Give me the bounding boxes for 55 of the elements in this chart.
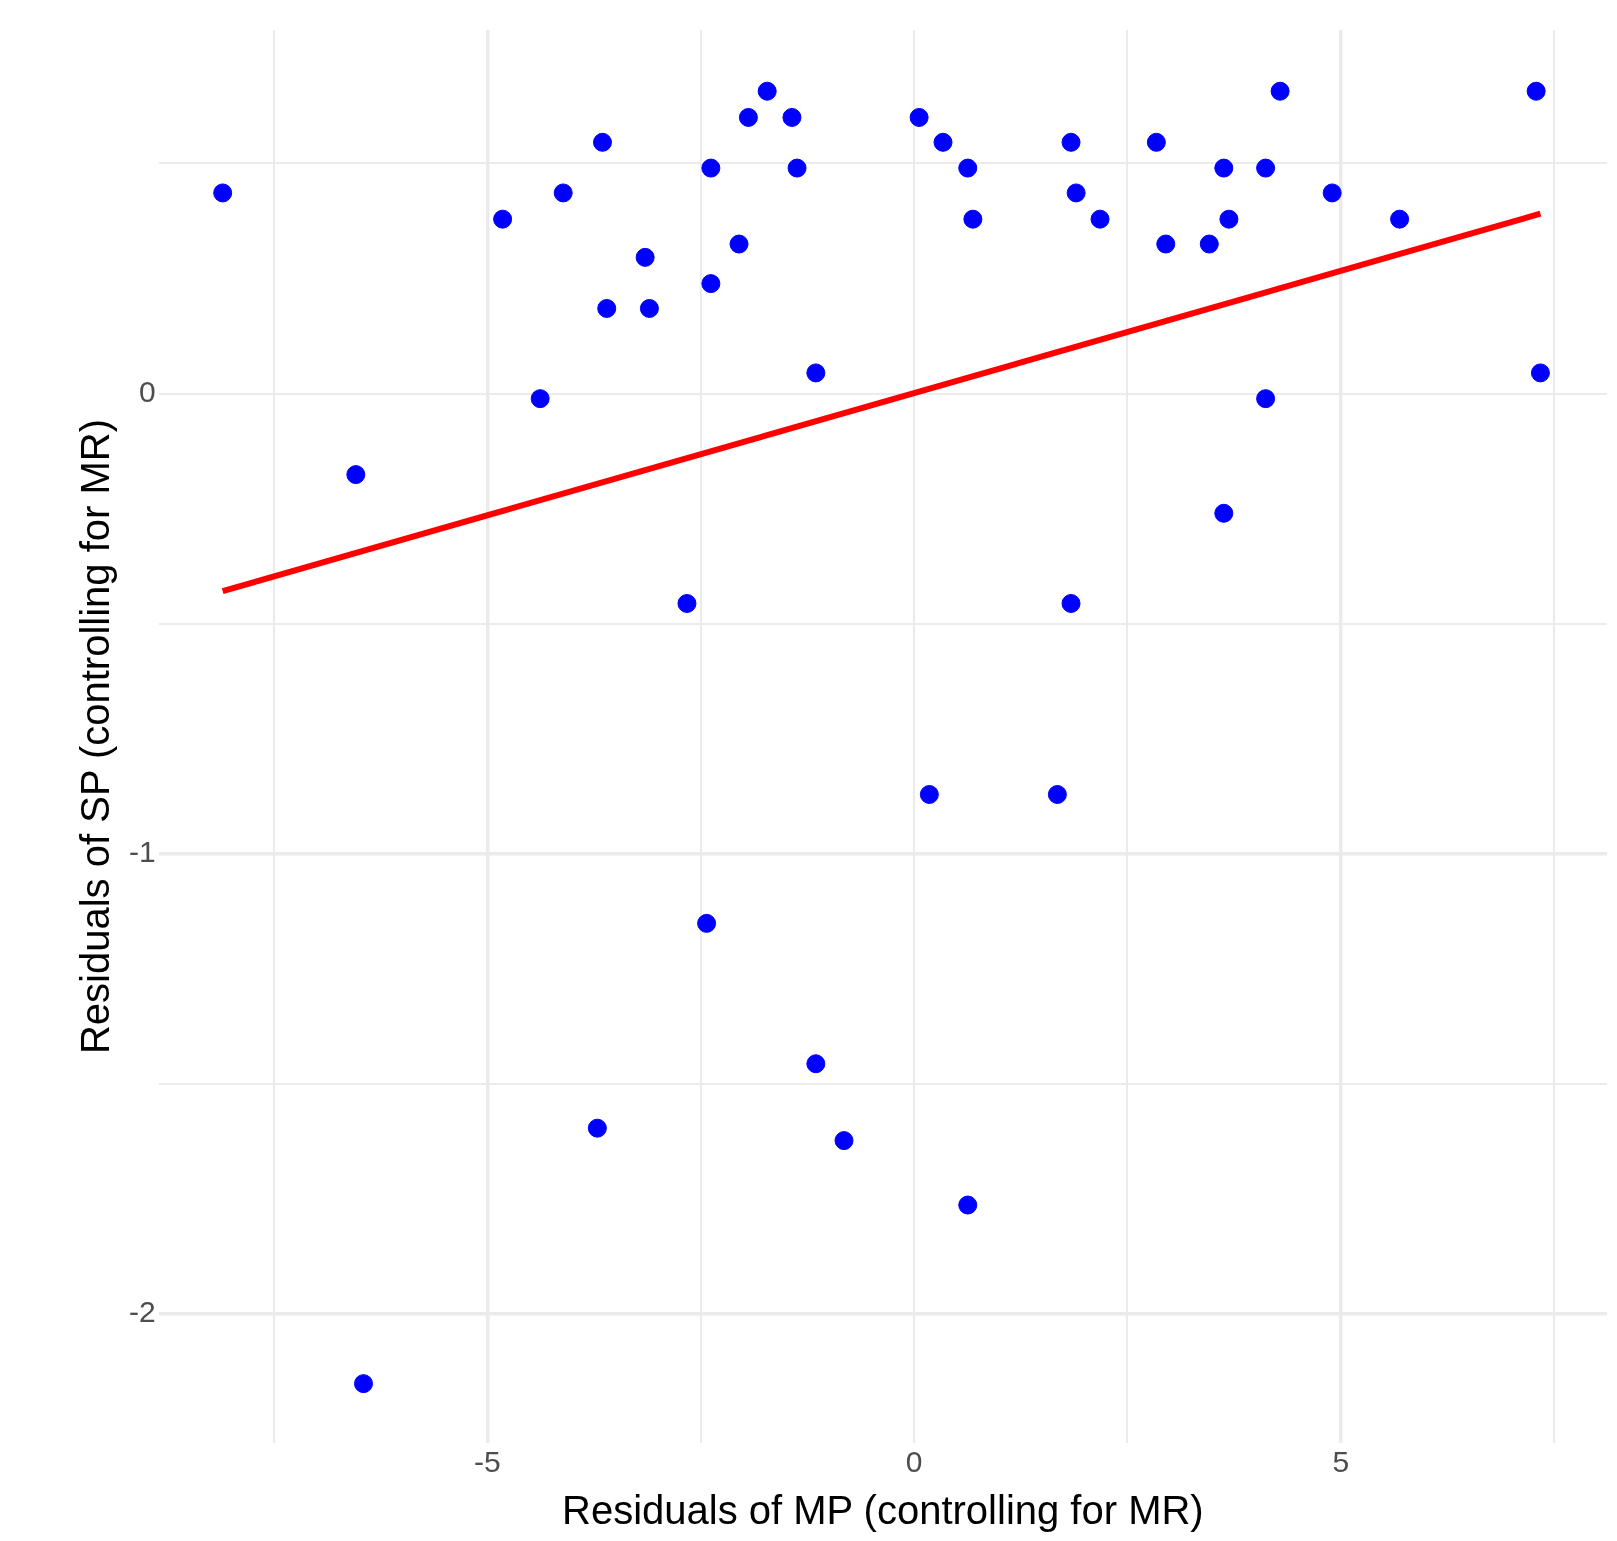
point: [1146, 132, 1166, 152]
point: [701, 158, 721, 178]
point: [635, 247, 655, 267]
point: [1219, 209, 1239, 229]
point: [1256, 158, 1276, 178]
y-tick-label: 0: [138, 374, 156, 408]
y-axis-title: Residuals of SP (controlling for MR): [73, 418, 118, 1055]
point: [1526, 81, 1546, 101]
point: [1066, 183, 1086, 203]
point: [213, 183, 233, 203]
point: [587, 1118, 607, 1138]
x-axis-title: Residuals of MP (controlling for MR): [561, 1488, 1204, 1533]
point: [1061, 593, 1081, 613]
point: [530, 389, 550, 409]
point: [782, 107, 802, 127]
point: [1270, 81, 1290, 101]
y-tick-label: -1: [128, 835, 156, 869]
point: [787, 158, 807, 178]
point: [592, 132, 612, 152]
x-tick-label: -5: [473, 1445, 501, 1479]
point: [963, 209, 983, 229]
point: [1047, 784, 1067, 804]
point: [933, 132, 953, 152]
point: [354, 1374, 374, 1394]
point: [1214, 503, 1234, 523]
point: [493, 209, 513, 229]
point: [834, 1131, 854, 1151]
point: [1199, 234, 1219, 254]
point: [553, 183, 573, 203]
point: [757, 81, 777, 101]
point: [919, 784, 939, 804]
point: [958, 1195, 978, 1215]
point: [346, 465, 366, 485]
point: [738, 107, 758, 127]
point: [1322, 183, 1342, 203]
point: [701, 274, 721, 294]
point: [677, 593, 697, 613]
point: [806, 1054, 826, 1074]
y-tick-label: -2: [128, 1295, 156, 1329]
point: [1061, 132, 1081, 152]
point: [1530, 363, 1550, 383]
point: [1256, 389, 1276, 409]
point: [697, 913, 717, 933]
point: [729, 234, 749, 254]
point: [1090, 209, 1110, 229]
point: [1390, 209, 1410, 229]
x-tick-label: 0: [905, 1445, 923, 1479]
point: [597, 298, 617, 318]
point: [909, 107, 929, 127]
x-tick-label: 5: [1332, 1445, 1350, 1479]
point: [639, 298, 659, 318]
point: [806, 363, 826, 383]
point: [958, 158, 978, 178]
point: [1156, 234, 1176, 254]
point: [1214, 158, 1234, 178]
